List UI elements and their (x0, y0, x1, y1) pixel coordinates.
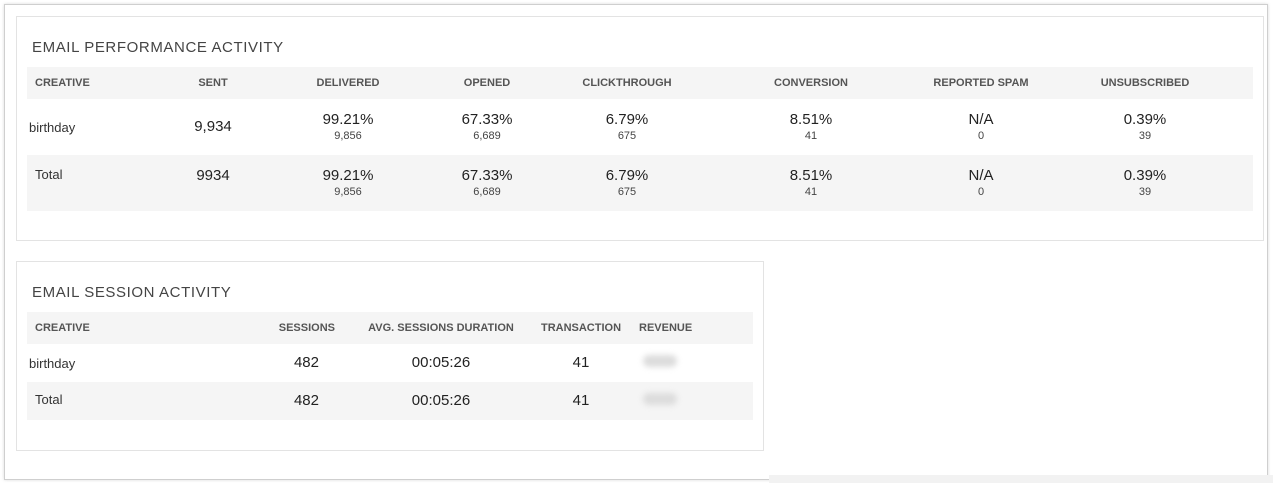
column-header-creative[interactable]: CREATIVE (27, 67, 147, 99)
delivered-cell: 99.21% 9,856 (279, 155, 417, 211)
table-row: birthday 9,934 99.21% 9,856 67.33% 6,689 6… (27, 99, 1253, 155)
spam-cell: N/A 0 (925, 99, 1037, 155)
clickthrough-cell: 6.79% 675 (557, 99, 697, 155)
column-header-opened[interactable]: OPENED (417, 67, 557, 99)
sent-cell: 9,934 (147, 99, 279, 155)
column-header-unsubscribed[interactable]: UNSUBSCRIBED (1037, 67, 1253, 99)
column-header-creative[interactable]: CREATIVE (27, 312, 237, 344)
duration-value: 00:05:26 (411, 354, 471, 371)
sessions-value: 482 (293, 392, 319, 409)
column-header-revenue[interactable]: REVENUE (629, 312, 753, 344)
spam-pct: N/A (968, 167, 994, 184)
creative-cell: birthday (29, 119, 76, 135)
conversion-count: 41 (804, 186, 818, 198)
clickthrough-count: 675 (617, 186, 637, 198)
report-frame: EMAIL PERFORMANCE ACTIVITY CREATIVE SENT… (4, 4, 1273, 483)
column-header-conversion[interactable]: CONVERSION (697, 67, 925, 99)
opened-cell: 67.33% 6,689 (417, 99, 557, 155)
sessions-cell: 482 (237, 382, 349, 420)
creative-label: Total (35, 167, 63, 182)
creative-label: Total (35, 392, 63, 407)
creative-cell: Total (27, 155, 147, 211)
sent-value: 9,934 (194, 118, 232, 135)
opened-count: 6,689 (473, 130, 501, 142)
clickthrough-cell: 6.79% 675 (557, 155, 697, 211)
delivered-cell: 99.21% 9,856 (279, 99, 417, 155)
transaction-cell: 41 (533, 344, 629, 382)
unsubscribed-pct: 0.39% (1123, 167, 1167, 184)
revenue-cell (629, 382, 753, 420)
unsubscribed-cell: 0.39% 39 (1037, 99, 1253, 155)
column-header-sessions[interactable]: SESSIONS (237, 312, 349, 344)
unsubscribed-cell: 0.39% 39 (1037, 155, 1253, 211)
opened-count: 6,689 (473, 186, 501, 198)
column-header-reported-spam[interactable]: REPORTED SPAM (925, 67, 1037, 99)
opened-pct: 67.33% (461, 167, 513, 184)
session-table: CREATIVE SESSIONS AVG. SESSIONS DURATION… (27, 312, 753, 420)
spam-cell: N/A 0 (925, 155, 1037, 211)
creative-cell: birthday (29, 355, 76, 371)
creative-cell: Total (27, 382, 237, 420)
bottom-divider (769, 475, 1273, 483)
sent-value: 9934 (196, 167, 230, 184)
conversion-count: 41 (804, 130, 818, 142)
spam-count: 0 (977, 186, 985, 198)
sent-cell: 9934 (147, 155, 279, 211)
delivered-pct: 99.21% (322, 111, 374, 128)
revenue-cell (629, 344, 753, 382)
spam-count: 0 (977, 130, 985, 142)
transaction-value: 41 (572, 354, 590, 371)
spam-pct: N/A (968, 111, 994, 128)
delivered-count: 9,856 (334, 130, 362, 142)
sessions-value: 482 (293, 354, 319, 371)
panel-title: EMAIL SESSION ACTIVITY (32, 284, 232, 301)
opened-pct: 67.33% (461, 111, 513, 128)
clickthrough-pct: 6.79% (605, 111, 649, 128)
performance-table: CREATIVE SENT DELIVERED OPENED CLICKTHRO… (27, 67, 1253, 211)
delivered-pct: 99.21% (322, 167, 374, 184)
conversion-pct: 8.51% (789, 111, 833, 128)
table-header-row: CREATIVE SENT DELIVERED OPENED CLICKTHRO… (27, 67, 1253, 99)
opened-cell: 67.33% 6,689 (417, 155, 557, 211)
table-row: birthday 482 00:05:26 41 (27, 344, 753, 382)
column-header-sent[interactable]: SENT (147, 67, 279, 99)
conversion-cell: 8.51% 41 (697, 155, 925, 211)
unsubscribed-count: 39 (1138, 186, 1152, 198)
unsubscribed-pct: 0.39% (1123, 111, 1167, 128)
column-header-avg-duration[interactable]: AVG. SESSIONS DURATION (349, 312, 533, 344)
conversion-cell: 8.51% 41 (697, 99, 925, 155)
transaction-value: 41 (572, 392, 590, 409)
email-performance-panel: EMAIL PERFORMANCE ACTIVITY CREATIVE SENT… (16, 16, 1264, 241)
revenue-redacted (643, 355, 677, 367)
sessions-cell: 482 (237, 344, 349, 382)
table-header-row: CREATIVE SESSIONS AVG. SESSIONS DURATION… (27, 312, 753, 344)
transaction-cell: 41 (533, 382, 629, 420)
panel-title: EMAIL PERFORMANCE ACTIVITY (32, 39, 284, 56)
duration-cell: 00:05:26 (349, 344, 533, 382)
conversion-pct: 8.51% (789, 167, 833, 184)
column-header-clickthrough[interactable]: CLICKTHROUGH (557, 67, 697, 99)
table-row-total: Total 482 00:05:26 41 (27, 382, 753, 420)
duration-cell: 00:05:26 (349, 382, 533, 420)
revenue-redacted (643, 393, 677, 405)
delivered-count: 9,856 (334, 186, 362, 198)
clickthrough-pct: 6.79% (605, 167, 649, 184)
clickthrough-count: 675 (617, 130, 637, 142)
table-row-total: Total 9934 99.21% 9,856 67.33% 6,689 6.79%… (27, 155, 1253, 211)
column-header-delivered[interactable]: DELIVERED (279, 67, 417, 99)
duration-value: 00:05:26 (411, 392, 471, 409)
email-session-panel: EMAIL SESSION ACTIVITY CREATIVE SESSIONS… (16, 261, 764, 451)
column-header-transaction[interactable]: TRANSACTION (533, 312, 629, 344)
unsubscribed-count: 39 (1138, 130, 1152, 142)
